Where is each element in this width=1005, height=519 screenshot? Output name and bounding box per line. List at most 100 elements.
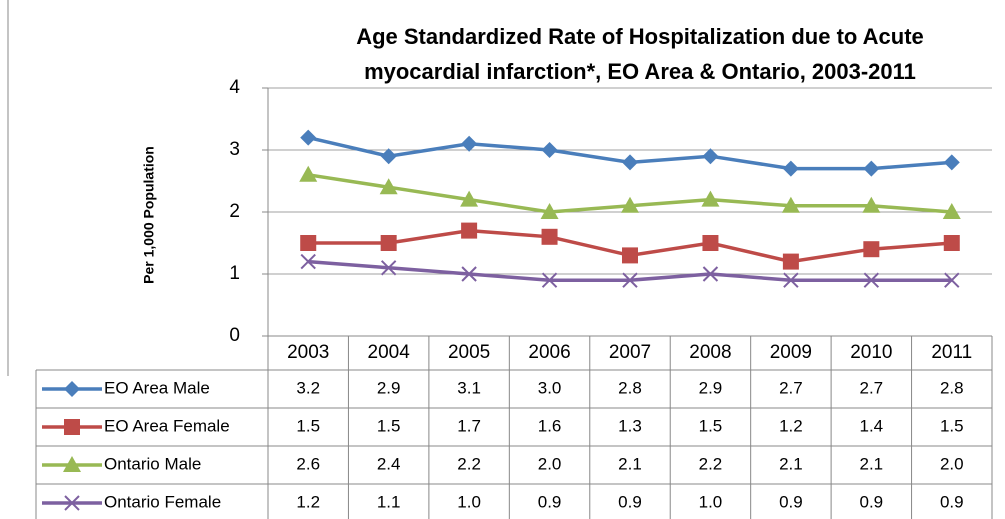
marker — [782, 253, 799, 270]
marker — [863, 241, 880, 258]
marker — [541, 142, 558, 158]
marker — [64, 419, 80, 435]
marker — [781, 196, 800, 213]
y-tick-label: 0 — [229, 325, 240, 346]
table-value: 2.8 — [940, 378, 964, 397]
x-tick-label: 2006 — [528, 342, 570, 363]
marker — [863, 272, 880, 288]
table-value: 1.5 — [296, 416, 320, 435]
marker — [702, 266, 719, 282]
marker — [380, 260, 397, 276]
marker — [540, 203, 559, 219]
marker — [702, 235, 719, 251]
table-value: 1.2 — [779, 416, 803, 435]
legend-label: Ontario Male — [104, 454, 201, 473]
table-value: 1.3 — [618, 416, 642, 435]
table-value: 2.4 — [377, 454, 401, 473]
marker — [300, 253, 316, 270]
x-tick-label: 2009 — [770, 342, 812, 363]
marker — [460, 190, 479, 207]
y-tick-label: 2 — [229, 201, 240, 222]
table-value: 2.6 — [296, 454, 320, 473]
marker — [863, 160, 880, 177]
table-value: 2.2 — [699, 454, 723, 473]
marker — [63, 456, 81, 472]
chart-title: myocardial infarction*, EO Area & Ontari… — [364, 59, 916, 84]
legend-label: EO Area Male — [104, 378, 210, 397]
table-value: 2.1 — [618, 454, 642, 473]
table-value: 0.9 — [618, 492, 642, 511]
y-tick-label: 1 — [229, 263, 240, 284]
table-value: 0.9 — [860, 492, 884, 511]
table-value: 0.9 — [940, 492, 964, 511]
chart-title: Age Standardized Rate of Hospitalization… — [356, 24, 924, 49]
marker — [461, 135, 478, 152]
table-value: 2.1 — [860, 454, 884, 473]
y-tick-label: 3 — [229, 139, 240, 160]
table-value: 0.9 — [779, 492, 803, 511]
marker — [300, 129, 317, 146]
legend-label: EO Area Female — [104, 416, 230, 435]
x-tick-label: 2011 — [931, 342, 972, 363]
x-tick-label: 2007 — [609, 342, 651, 363]
table-value: 2.7 — [779, 378, 803, 397]
table-value: 2.7 — [860, 378, 884, 397]
table-value: 1.6 — [538, 416, 562, 435]
table-value: 1.1 — [377, 492, 401, 511]
marker — [701, 190, 720, 207]
table-value: 2.2 — [457, 454, 481, 473]
marker — [942, 203, 961, 219]
marker — [782, 160, 799, 177]
series-line — [308, 259, 952, 282]
table-value: 1.5 — [940, 416, 964, 435]
table-value: 1.2 — [296, 492, 320, 511]
table-value: 2.1 — [779, 454, 803, 473]
marker — [622, 154, 638, 171]
marker — [380, 235, 397, 251]
table-value: 1.5 — [377, 416, 401, 435]
table-value: 2.0 — [940, 454, 964, 473]
x-tick-label: 2004 — [368, 342, 411, 363]
table-value: 1.4 — [860, 416, 884, 435]
table-value: 3.1 — [457, 378, 481, 397]
y-tick-label: 4 — [229, 77, 240, 98]
marker — [862, 196, 881, 213]
table-value: 1.0 — [699, 492, 723, 511]
table-value: 2.8 — [618, 378, 642, 397]
x-tick-label: 2005 — [448, 342, 490, 363]
marker — [300, 235, 317, 251]
marker — [64, 495, 80, 511]
marker — [621, 196, 639, 213]
marker — [783, 272, 799, 288]
table-value: 0.9 — [538, 492, 562, 511]
x-tick-label: 2008 — [689, 342, 731, 363]
legend-label: Ontario Female — [104, 492, 221, 511]
marker — [943, 154, 960, 171]
marker — [64, 381, 80, 397]
table-value: 3.2 — [296, 378, 320, 397]
marker — [461, 266, 477, 282]
marker — [622, 272, 638, 288]
y-axis-label: Per 1,000 Population — [141, 146, 157, 284]
table-value: 3.0 — [538, 378, 562, 397]
marker — [461, 222, 478, 239]
table-value: 2.9 — [377, 378, 401, 397]
marker — [379, 178, 398, 195]
marker — [541, 272, 558, 288]
x-tick-label: 2010 — [850, 342, 892, 363]
marker — [299, 165, 318, 182]
table-value: 1.0 — [457, 492, 481, 511]
marker — [702, 148, 719, 165]
x-tick-label: 2003 — [287, 342, 329, 363]
marker — [944, 272, 960, 288]
table-value: 1.7 — [457, 416, 481, 435]
marker — [380, 148, 397, 165]
marker — [622, 247, 638, 264]
table-value: 2.9 — [699, 378, 723, 397]
marker — [943, 235, 960, 251]
marker — [541, 228, 558, 245]
table-value: 2.0 — [538, 454, 562, 473]
table-value: 1.5 — [699, 416, 723, 435]
